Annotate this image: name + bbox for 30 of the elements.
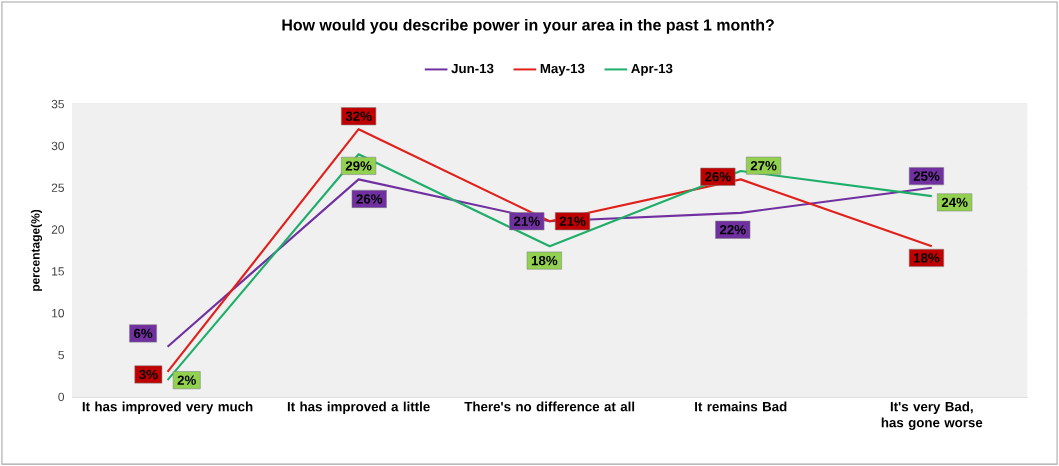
data-label: 18% bbox=[914, 253, 940, 263]
chart-title: How would you describe power in your area in the past 1 month? bbox=[282, 18, 774, 34]
y-tick-label: 20 bbox=[51, 225, 65, 234]
data-label: 24% bbox=[941, 197, 968, 208]
legend-label: May-13 bbox=[540, 63, 585, 76]
y-tick-label: 15 bbox=[52, 267, 64, 276]
x-tick-label: It has improved very much bbox=[82, 401, 253, 414]
data-label: 26% bbox=[705, 172, 731, 182]
data-label: 32% bbox=[345, 111, 372, 121]
data-label: 25% bbox=[913, 171, 940, 181]
data-label: 3% bbox=[139, 369, 158, 380]
y-tick-label: 10 bbox=[52, 308, 65, 318]
y-tick-label: 30 bbox=[51, 141, 65, 151]
legend-label: Apr-13 bbox=[631, 63, 673, 76]
y-tick-label: 25 bbox=[51, 183, 64, 192]
y-tick-label: 35 bbox=[51, 99, 64, 109]
x-tick-label: There's no difference at all bbox=[464, 401, 635, 412]
data-label: 22% bbox=[719, 225, 746, 235]
y-axis-title: percentage(%) bbox=[30, 209, 43, 291]
y-tick-label: 5 bbox=[58, 350, 64, 360]
data-label: 18% bbox=[531, 255, 558, 266]
legend-label: Jun-13 bbox=[451, 63, 494, 74]
data-label: 6% bbox=[133, 328, 153, 339]
data-label: 26% bbox=[356, 194, 383, 204]
x-tick-label: It remains Bad bbox=[695, 401, 787, 412]
x-tick-label: It has improved a little bbox=[287, 401, 430, 414]
data-label: 27% bbox=[750, 160, 777, 171]
x-tick-label: It's very Bad, has gone worse bbox=[881, 401, 983, 430]
data-label: 29% bbox=[345, 161, 372, 171]
y-tick-label: 0 bbox=[58, 392, 65, 402]
